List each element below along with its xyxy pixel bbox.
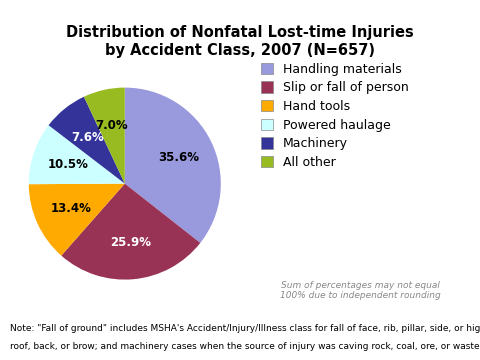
Text: Distribution of Nonfatal Lost-time Injuries
by Accident Class, 2007 (N=657): Distribution of Nonfatal Lost-time Injur…: [66, 25, 414, 58]
Wedge shape: [29, 184, 125, 256]
Wedge shape: [61, 184, 200, 280]
Legend: Handling materials, Slip or fall of person, Hand tools, Powered haulage, Machine: Handling materials, Slip or fall of pers…: [258, 60, 411, 171]
Wedge shape: [29, 125, 125, 184]
Text: 10.5%: 10.5%: [48, 158, 89, 171]
Text: 7.6%: 7.6%: [71, 131, 104, 144]
Text: Sum of percentages may not equal
100% due to independent rounding: Sum of percentages may not equal 100% du…: [280, 281, 440, 300]
Wedge shape: [125, 87, 221, 243]
Wedge shape: [48, 97, 125, 184]
Text: 7.0%: 7.0%: [96, 119, 128, 132]
Text: roof, back, or brow; and machinery cases when the source of injury was caving ro: roof, back, or brow; and machinery cases…: [10, 342, 480, 351]
Wedge shape: [84, 87, 125, 184]
Text: 13.4%: 13.4%: [50, 202, 91, 215]
Text: 35.6%: 35.6%: [158, 151, 199, 164]
Text: Note: "Fall of ground" includes MSHA's Accident/Injury/Illness class for fall of: Note: "Fall of ground" includes MSHA's A…: [10, 324, 480, 333]
Text: 25.9%: 25.9%: [110, 237, 151, 249]
